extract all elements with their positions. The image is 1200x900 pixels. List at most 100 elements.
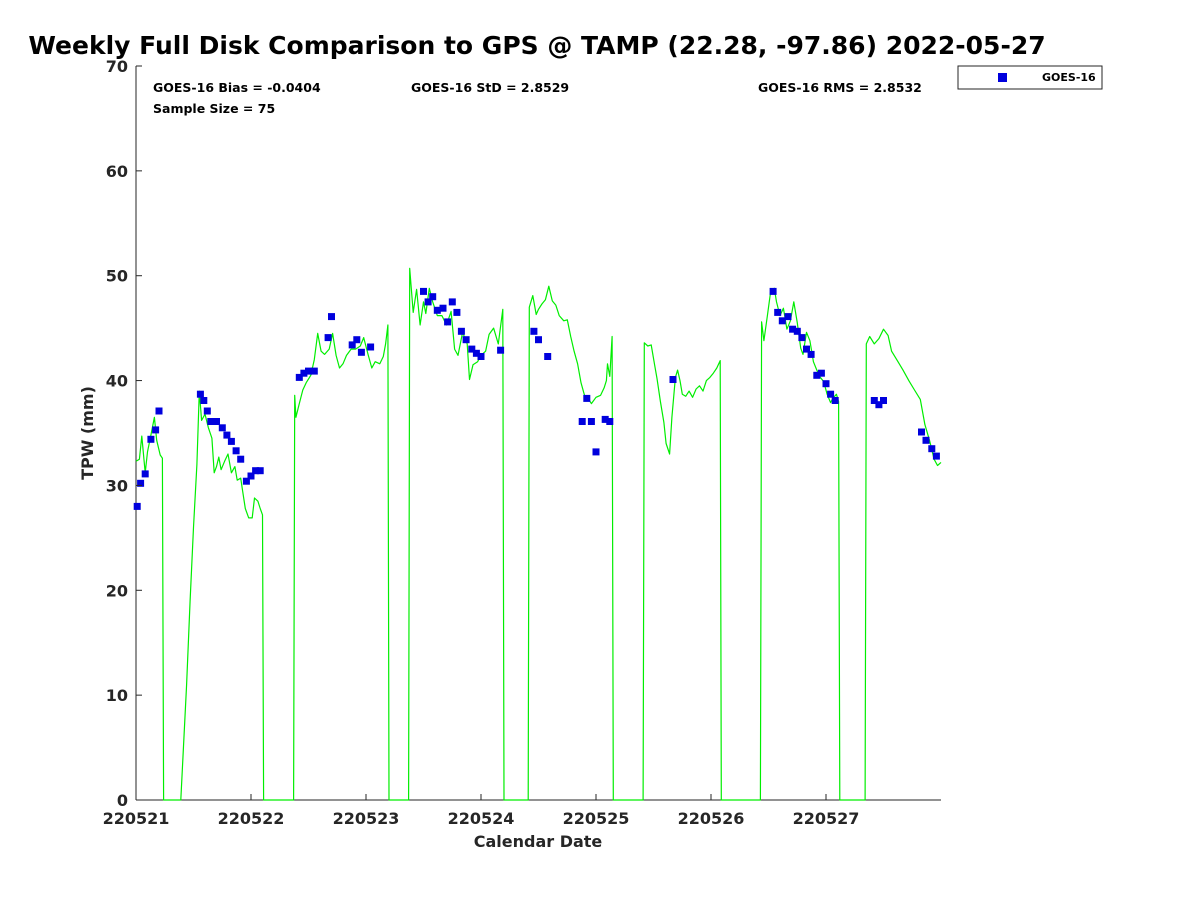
goes16-point (803, 345, 810, 353)
goes16-point (472, 349, 480, 357)
legend-label-goes16: GOES-16 (1042, 71, 1096, 84)
goes16-point (784, 313, 792, 321)
goes16-point (669, 376, 677, 383)
goes16-point (813, 371, 821, 379)
goes16-point (587, 418, 595, 425)
goes16-point (133, 502, 141, 510)
goes16-point (256, 467, 264, 475)
goes16-point (433, 306, 441, 314)
goes16-point (578, 418, 586, 425)
goes16-point (348, 341, 356, 349)
y-tick-label: 70 (106, 57, 128, 76)
legend-marker-goes16 (998, 73, 1007, 82)
y-tick-label: 30 (106, 476, 128, 495)
goes16-point (807, 350, 815, 358)
legend-box (957, 65, 1103, 90)
goes16-point (530, 327, 538, 335)
goes16-point (798, 334, 806, 342)
goes16-point (242, 477, 250, 485)
goes16-point (453, 308, 461, 316)
gps-series (135, 267, 942, 801)
gps-line (135, 267, 942, 801)
goes16-point (822, 380, 830, 388)
goes16-point (203, 407, 211, 415)
goes16-point (207, 418, 215, 425)
goes16-point (155, 407, 163, 415)
goes16-point (606, 418, 614, 425)
x-tick-label: 220522 (218, 809, 285, 828)
sample-size-annotation: Sample Size = 75 (153, 101, 275, 116)
goes16-point (218, 424, 226, 432)
goes16-point (601, 415, 609, 423)
y-tick-label: 40 (106, 372, 128, 391)
chart-title: Weekly Full Disk Comparison to GPS @ TAM… (28, 31, 1045, 60)
goes16-point (778, 317, 786, 325)
goes16-point (213, 418, 220, 425)
goes16-point (875, 401, 883, 409)
goes16-point (817, 369, 825, 377)
y-tick-label: 60 (106, 162, 128, 181)
goes16-point (300, 369, 308, 377)
goes16-point (295, 373, 303, 381)
goes16-series (133, 287, 940, 510)
goes16-point (252, 467, 260, 475)
rms-annotation: GOES-16 RMS = 2.8532 (758, 80, 922, 95)
goes16-point (457, 327, 465, 335)
goes16-point (497, 346, 505, 354)
goes16-point (429, 293, 437, 301)
goes16-point (223, 431, 231, 439)
x-tick-label: 220527 (793, 809, 860, 828)
x-axis-label: Calendar Date (474, 832, 603, 851)
goes16-point (324, 334, 332, 342)
x-tick-label: 220523 (333, 809, 400, 828)
goes16-point (141, 470, 149, 478)
goes16-point (918, 428, 925, 436)
std-annotation: GOES-16 StD = 2.8529 (411, 80, 569, 95)
goes16-point (468, 345, 476, 353)
x-tick-label: 220521 (103, 809, 170, 828)
bias-annotation: GOES-16 Bias = -0.0404 (153, 80, 321, 95)
goes16-point (353, 336, 361, 344)
goes16-point (357, 348, 365, 356)
goes16-point (367, 343, 375, 351)
goes16-point (305, 367, 312, 375)
goes16-point (870, 397, 878, 404)
goes16-point (922, 436, 930, 444)
goes16-point (237, 455, 245, 463)
goes16-point (789, 325, 797, 333)
goes16-point (774, 308, 782, 316)
goes16-point (247, 472, 255, 480)
y-axis-label: TPW (mm) (78, 386, 97, 480)
goes16-point (152, 426, 160, 434)
goes16-point (439, 304, 447, 312)
goes16-point (328, 313, 335, 321)
goes16-point (793, 327, 801, 335)
x-tick-label: 220526 (678, 809, 745, 828)
goes16-point (827, 390, 835, 398)
goes16-point (420, 287, 427, 295)
x-axis-ticks: 220521 220522 220523 220524 220525 220526 2205… (103, 794, 860, 828)
goes16-point (769, 287, 777, 295)
goes16-point (831, 397, 839, 404)
goes16-point (583, 394, 591, 402)
goes16-point (137, 479, 145, 487)
goes16-point (535, 336, 542, 344)
y-axis-ticks: 0 10 20 30 40 50 60 70 (106, 57, 142, 810)
goes16-point (932, 452, 940, 460)
y-tick-label: 50 (106, 267, 128, 286)
goes16-point (477, 353, 485, 360)
goes16-point (928, 445, 936, 453)
x-tick-label: 220525 (563, 809, 630, 828)
goes16-point (462, 336, 470, 344)
goes16-point (592, 448, 600, 456)
goes16-point (544, 353, 552, 360)
goes16-point (310, 367, 318, 375)
goes16-point (200, 397, 208, 404)
goes16-point (227, 437, 235, 445)
y-tick-label: 10 (106, 686, 128, 705)
goes16-point (147, 435, 155, 443)
y-tick-label: 20 (106, 581, 128, 600)
legend: GOES-16 (957, 65, 1103, 90)
